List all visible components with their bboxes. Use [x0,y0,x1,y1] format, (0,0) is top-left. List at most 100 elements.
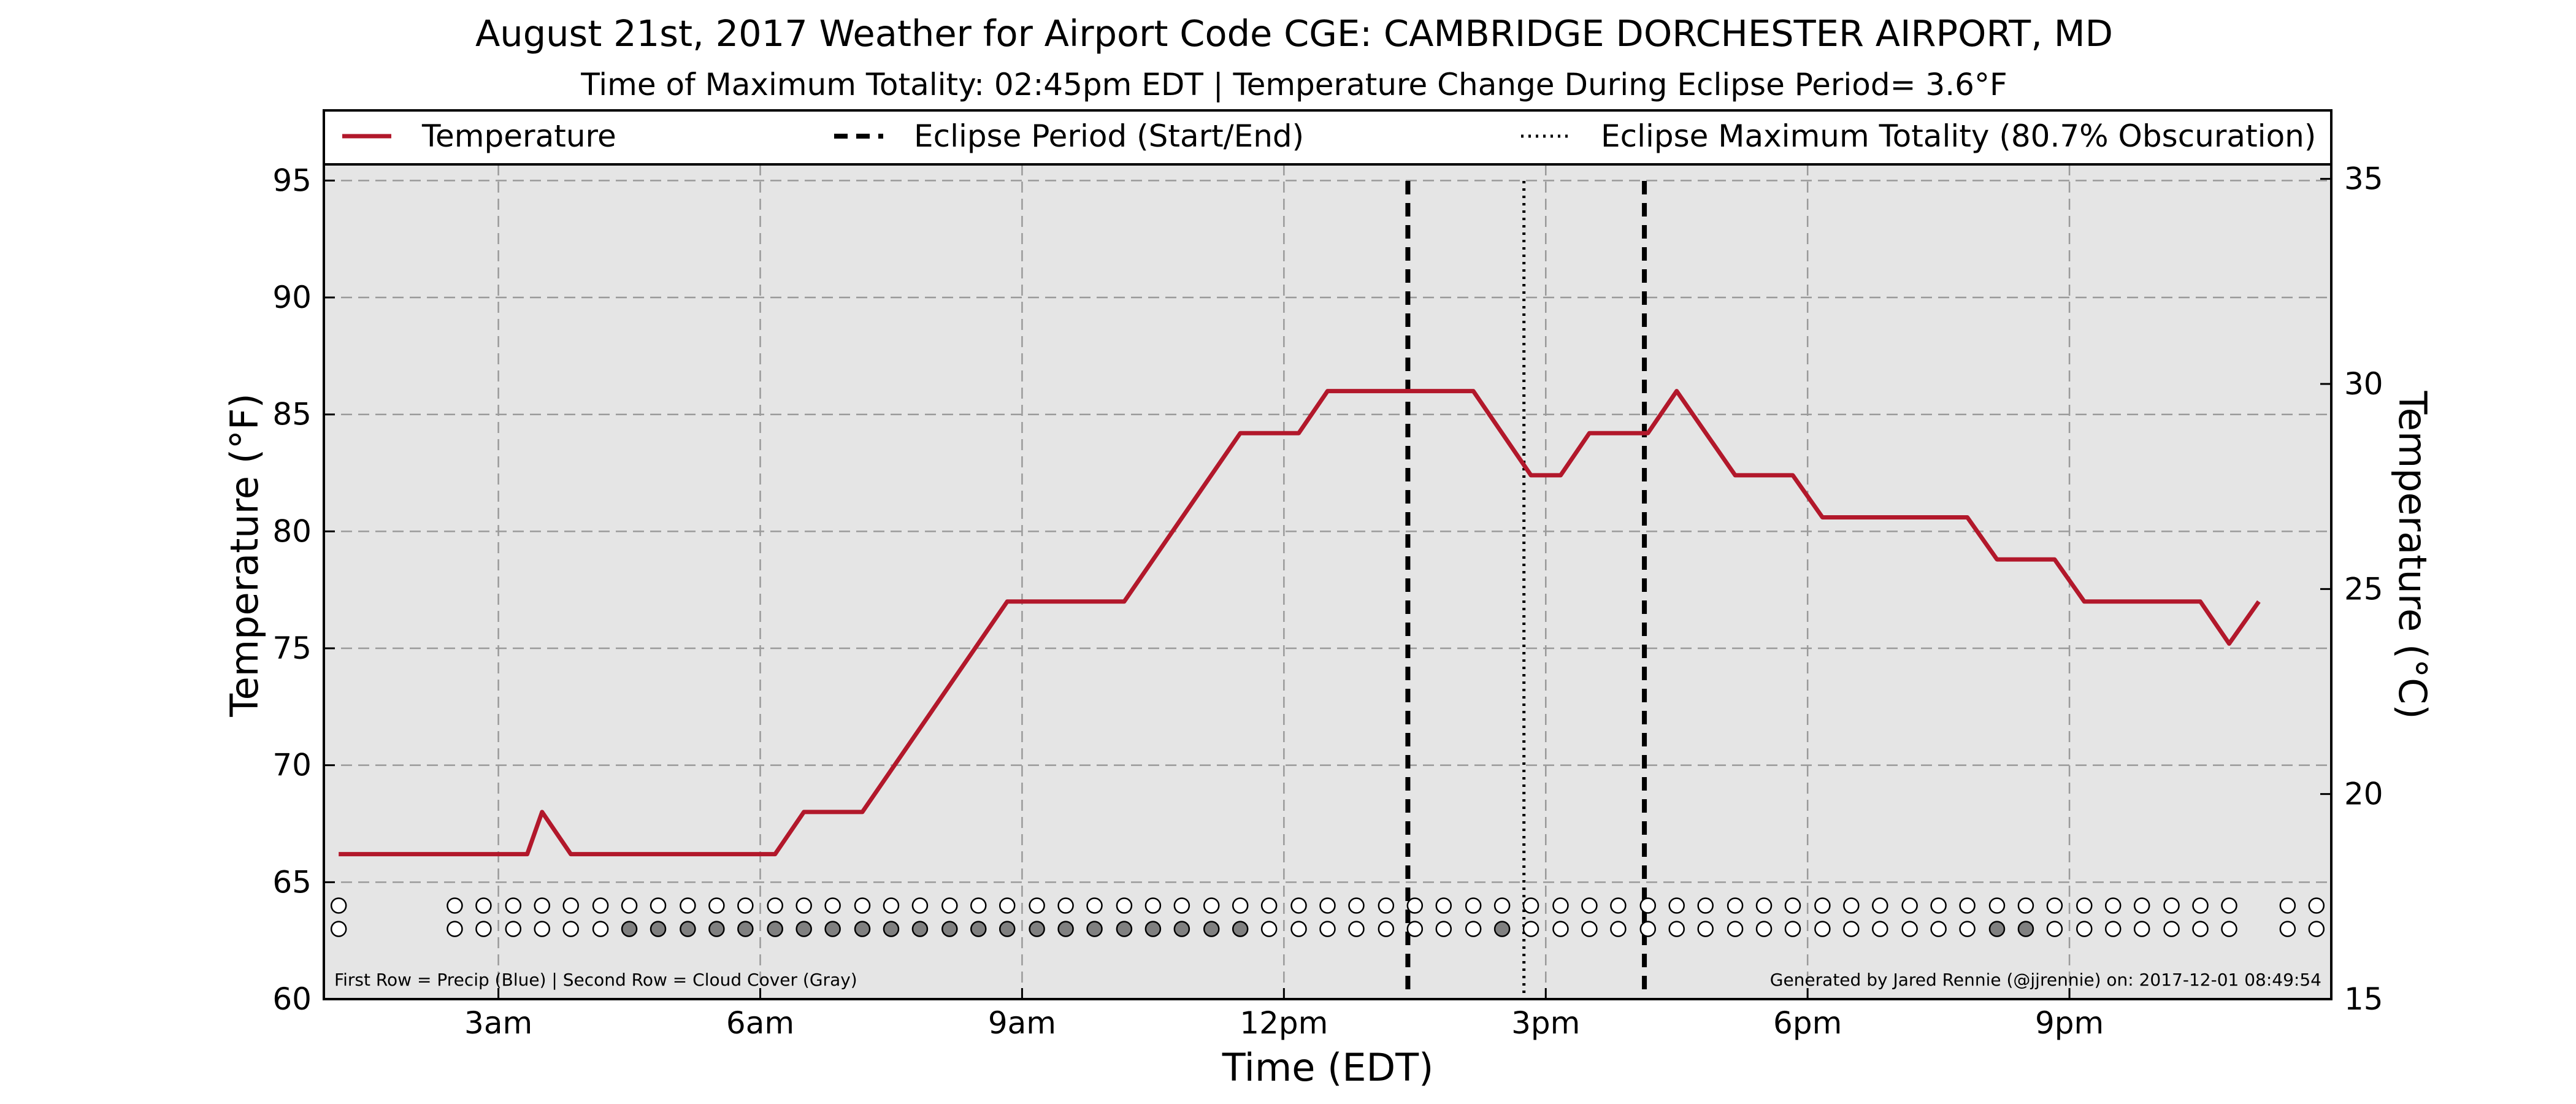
precip-marker [447,897,463,914]
cloud-marker [2163,921,2180,937]
cloud-marker [1290,921,1307,937]
x-tick-label: 3am [464,1005,532,1041]
cloud-marker [1029,921,1045,937]
cloud-marker [941,921,958,937]
cloud-marker [1116,921,1133,937]
precip-marker [505,897,522,914]
cloud-marker [650,921,667,937]
precip-marker [1116,897,1133,914]
indicator-rows [330,897,2325,937]
cloud-marker [1668,921,1685,937]
x-tick-label: 9am [988,1005,1056,1041]
cloud-marker [1843,921,1860,937]
y-axis-right: 15 20 25 30 35 [2320,161,2383,1017]
y-tick-label: 90 [272,280,312,315]
precip-marker [2104,897,2122,914]
cloud-marker [1930,921,1947,937]
precip-marker [330,897,347,914]
y-right-tick-label: 30 [2344,366,2383,402]
cloud-marker [2104,921,2122,937]
precip-marker [650,897,667,914]
y-right-tick-label: 20 [2344,776,2383,812]
cloud-marker [1348,921,1365,937]
cloud-marker [795,921,812,937]
plot-area: First Row = Precip (Blue) | Second Row =… [323,109,2333,1000]
cloud-marker [883,921,900,937]
legend-eclipse-max-label: Eclipse Maximum Totality (80.7% Obscurat… [1601,118,2316,154]
cloud-marker [1232,921,1249,937]
cloud-marker [708,921,725,937]
precip-marker [1348,897,1365,914]
footnote-right: Generated by Jared Rennie (@jjrennie) on… [1770,970,2321,990]
precip-marker [883,897,900,914]
precip-marker [999,897,1016,914]
precip-marker [562,897,579,914]
cloud-marker [330,921,347,937]
cloud-marker [1465,921,1482,937]
precip-marker [2163,897,2180,914]
precip-marker [1901,897,1918,914]
plot-background [324,110,2331,999]
precip-marker [1697,897,1714,914]
precip-marker [1668,897,1685,914]
legend: Temperature Eclipse Period (Start/End) Ecl… [342,118,2316,154]
cloud-marker [1639,921,1657,937]
temperature-line [339,389,2261,857]
cloud-marker [534,921,551,937]
cloud-marker [911,921,929,937]
cloud-marker [2046,921,2063,937]
cloud-marker [999,921,1016,937]
y-tick-label: 75 [272,631,312,666]
cloud-marker [680,921,696,937]
cloud-marker [592,921,609,937]
cloud-marker [1144,921,1162,937]
cloud-marker [1697,921,1714,937]
precip-marker [2279,897,2296,914]
precip-marker [1319,897,1336,914]
legend-eclipse-period-label: Eclipse Period (Start/End) [914,118,1304,154]
y-right-tick-label: 25 [2344,571,2383,607]
cloud-marker [970,921,987,937]
precip-marker [911,897,929,914]
precip-marker [1086,897,1103,914]
cloud-marker [1988,921,2006,937]
precip-marker [592,897,609,914]
precip-marker [1872,897,1888,914]
cloud-marker [1784,921,1801,937]
cloud-marker [621,921,638,937]
cloud-marker [1086,921,1103,937]
precip-marker [1930,897,1947,914]
precip-marker [1988,897,2006,914]
precip-marker [1755,897,1773,914]
precip-marker [1581,897,1598,914]
eclipse-lines [1405,181,1647,999]
y-axis-left: 60 65 70 75 80 85 90 95 [272,163,335,1017]
y-tick-label: 65 [272,864,312,900]
cloud-marker [2133,921,2150,937]
cloud-marker [1435,921,1452,937]
precip-marker [1029,897,1045,914]
cloud-marker [447,921,463,937]
cloud-marker [1872,921,1888,937]
precip-marker [1406,897,1424,914]
cloud-marker [737,921,754,937]
cloud-marker [1057,921,1074,937]
precip-marker [1232,897,1249,914]
precip-marker [2017,897,2034,914]
precip-marker [2076,897,2093,914]
precip-marker [1522,897,1539,914]
precip-marker [1173,897,1190,914]
cloud-marker [1522,921,1539,937]
legend-temperature-label: Temperature [421,118,616,154]
grid [324,164,2331,999]
cloud-marker [1319,921,1336,937]
precip-marker [2046,897,2063,914]
precip-marker [737,897,754,914]
cloud-marker [1552,921,1569,937]
precip-marker [1639,897,1657,914]
precip-marker [534,897,551,914]
cloud-marker [1493,921,1511,937]
precip-marker [1843,897,1860,914]
precip-marker [1727,897,1744,914]
